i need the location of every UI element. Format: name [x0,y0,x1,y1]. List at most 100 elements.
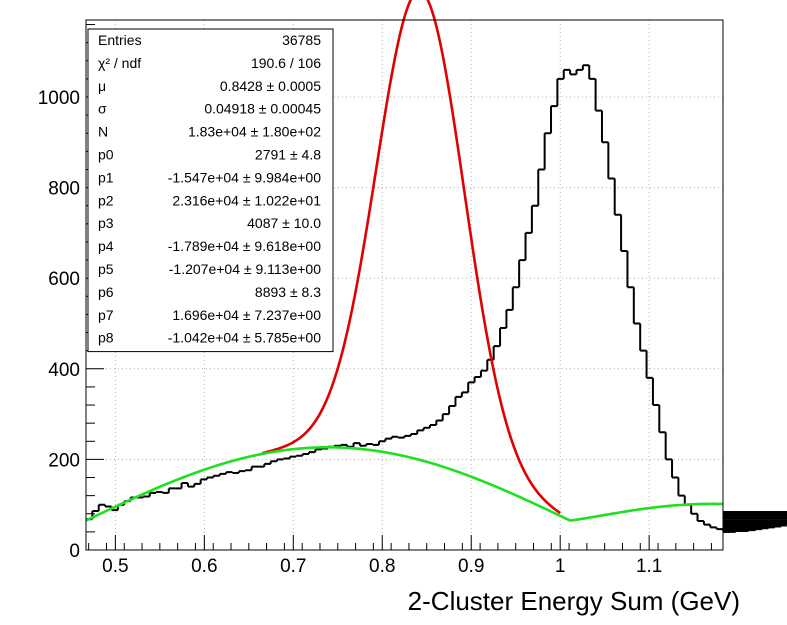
histogram-bin [161,491,169,494]
histogram-bin [594,78,602,112]
histogram-bin [365,443,373,446]
histogram-bin [231,471,239,474]
stats-key: p4 [98,238,114,254]
y-tick-label: 800 [48,179,80,200]
histogram-bin [473,375,481,383]
stats-key: p3 [98,215,114,231]
histogram-bin [537,168,545,206]
histogram-bin [479,369,488,377]
histogram-bin [550,105,558,134]
histogram-bin [524,231,532,261]
stats-key: p8 [98,330,114,346]
histogram-bin [441,413,450,421]
histogram-bin [384,437,392,442]
x-tick-label: 0.8 [369,556,395,577]
histogram-bin [397,436,405,439]
stats-key: p6 [98,284,114,300]
stats-key: N [98,124,108,140]
stats-value: -1.207e+04 ± 9.113e+00 [169,261,321,277]
histogram-bin [651,377,660,407]
stats-value: 2791 ± 4.8 [255,147,321,163]
histogram-bin [600,110,609,144]
histogram-bin [142,495,150,498]
stats-value: 2.316e+04 ± 1.022e+01 [172,192,321,208]
histogram-bin [167,487,176,493]
histogram-bin [409,433,418,436]
stats-key: p5 [98,261,114,277]
histogram-bin [180,481,188,489]
histogram-bin [339,443,348,446]
histogram-bin [702,521,711,526]
x-tick-label: 0.5 [102,556,128,577]
histogram-bin [307,451,316,454]
histogram-bin [723,513,787,516]
histogram-bin [378,440,386,445]
stats-value: 36785 [282,32,321,48]
histogram-bin [723,514,787,517]
histogram-bin [371,443,380,446]
histogram-bin [320,447,329,450]
stats-value: 190.6 / 106 [251,55,321,71]
y-tick-label: 0 [69,541,80,562]
stats-key: p7 [98,307,114,323]
histogram-bin [225,471,233,474]
histogram-bin [237,470,246,473]
histogram-bin [263,462,271,467]
y-tick-label: 600 [48,269,80,290]
histogram-bin [664,432,673,461]
histogram-bin [218,472,227,476]
histogram-bin [301,452,309,456]
x-tick-label: 1.1 [636,556,662,577]
histogram-bin [148,491,157,497]
histogram-bin [530,204,539,233]
histogram-bin [314,448,322,453]
histogram-bin [575,68,583,75]
histogram-bin [581,64,590,70]
histogram-bin [562,68,571,79]
histogram-bin [186,482,195,488]
histogram-bin [250,465,258,471]
stats-key: μ [98,78,106,94]
histogram-bin [715,527,723,531]
histogram-bin [435,419,443,425]
plot-frame [85,19,724,551]
histogram-bin [269,460,278,464]
stats-value: 8893 ± 8.3 [255,284,321,300]
histogram-bin [97,503,106,512]
histogram-bin [282,457,290,460]
stats-value: 0.8428 ± 0.0005 [220,78,321,94]
stats-key: p1 [98,169,114,185]
histogram-bin [276,458,284,462]
histogram-bin [639,323,647,352]
stats-key: p2 [98,192,114,208]
histogram-bin [723,525,782,528]
x-axis-title: 2-Cluster Energy Sum (GeV) [408,586,740,616]
x-tick-label: 1 [555,556,566,577]
stats-value: 1.83e+04 ± 1.80e+02 [188,124,321,140]
stats-value: 0.04918 ± 0.00045 [204,101,321,117]
histogram-layer [86,64,787,533]
histogram-bin [244,469,252,472]
histogram-bin [626,251,634,289]
histogram-bin [352,442,360,447]
x-tick-label: 0.6 [191,556,217,577]
histogram-bin [723,519,787,522]
histogram-bin [709,524,717,529]
histogram-bin [543,132,552,170]
histogram-bin [467,381,475,393]
histogram-bin [671,459,679,479]
histogram-bin [723,526,775,529]
histogram-bin [390,435,399,439]
y-tick-label: 400 [48,360,80,381]
histogram-bin [690,504,698,515]
histogram-bin [295,454,303,457]
fit-curves [85,0,724,522]
stats-value: -1.042e+04 ± 5.785e+00 [168,330,321,346]
stats-value: 4087 ± 10.0 [247,215,321,231]
histogram-bin [723,515,787,518]
histogram-bin [658,405,666,434]
histogram-bin [511,286,520,310]
histogram-bin [620,214,628,253]
histogram-bin [193,482,201,487]
